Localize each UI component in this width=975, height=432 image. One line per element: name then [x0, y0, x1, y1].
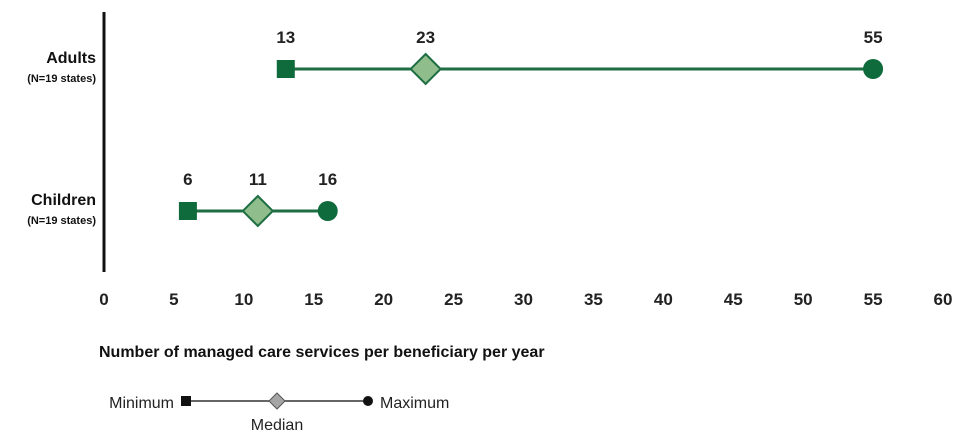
x-tick-label: 25 — [444, 290, 463, 309]
min-value-label-adults: 13 — [276, 28, 295, 47]
x-tick-label: 15 — [304, 290, 323, 309]
min-marker-adults — [276, 60, 295, 78]
median-value-label-adults: 23 — [416, 28, 435, 47]
min-value-label-children: 6 — [183, 170, 192, 189]
median-marker-adults — [409, 52, 443, 86]
x-tick-label: 50 — [794, 290, 813, 309]
max-marker-children — [317, 201, 338, 221]
x-tick-label: 10 — [234, 290, 253, 309]
x-tick-label: 20 — [374, 290, 393, 309]
x-tick-label: 0 — [99, 290, 108, 309]
legend-maximum-marker — [363, 396, 373, 406]
x-axis-label: Number of managed care services per bene… — [99, 344, 545, 361]
category-sublabel-children: (N=19 states) — [27, 215, 96, 227]
max-value-label-adults: 55 — [864, 28, 883, 47]
category-sublabel-adults: (N=19 states) — [27, 73, 96, 85]
x-tick-label: 55 — [864, 290, 883, 309]
legend-median-marker — [268, 392, 286, 410]
category-label-children: Children — [31, 192, 96, 209]
series-row-children: 6 11 16 — [178, 170, 338, 228]
legend-minimum-marker — [181, 396, 191, 406]
x-tick-label: 30 — [514, 290, 533, 309]
legend-minimum-label: Minimum — [109, 395, 174, 412]
x-tick-label: 40 — [654, 290, 673, 309]
x-tick-label: 60 — [934, 290, 953, 309]
legend-median-label: Median — [251, 417, 303, 432]
min-marker-children — [178, 202, 197, 220]
x-tick-label: 5 — [169, 290, 178, 309]
median-value-label-children: 11 — [249, 170, 267, 189]
series-layer: 13 23 55 6 11 16 — [178, 28, 884, 228]
legend: Minimum Maximum Median — [109, 392, 449, 432]
median-marker-children — [241, 194, 275, 228]
series-row-adults: 13 23 55 — [276, 28, 884, 86]
x-tick-label: 35 — [584, 290, 603, 309]
x-tick-label: 45 — [724, 290, 743, 309]
x-tick-labels: 0 5 10 15 20 25 30 35 40 45 50 55 60 — [99, 290, 952, 309]
category-labels: Adults (N=19 states) Children (N=19 states) — [27, 50, 96, 227]
category-label-adults: Adults — [46, 50, 96, 67]
legend-maximum-label: Maximum — [380, 395, 449, 412]
max-marker-adults — [863, 59, 884, 79]
max-value-label-children: 16 — [318, 170, 337, 189]
